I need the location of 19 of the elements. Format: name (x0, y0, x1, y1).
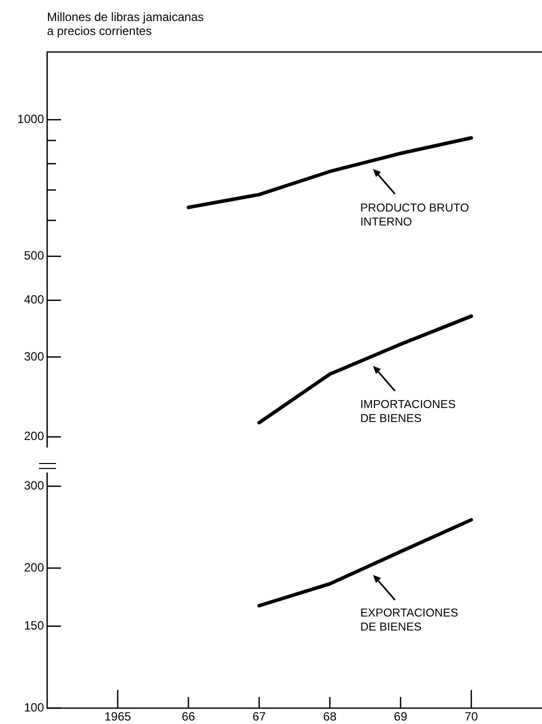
legend-label: PRODUCTO BRUTO INTERNO (360, 202, 470, 228)
legend-label: EXPORTACIONES DE BIENES (360, 608, 459, 634)
y-tick-label: 300 (24, 478, 44, 493)
x-tick-label: 1965 (104, 710, 132, 724)
y-tick-label: 100 (24, 700, 44, 714)
y-tick-label: 500 (24, 248, 44, 263)
x-tick-label: 69 (394, 710, 408, 724)
y-axis-title: Millones de libras jamaicanas a precios corrientes (47, 10, 204, 38)
x-tick-label: 67 (252, 710, 266, 724)
y-tick-label: 400 (24, 292, 44, 307)
x-tick-label: 68 (323, 710, 337, 724)
y-tick-label: 150 (24, 618, 44, 632)
y-tick-label: 200 (24, 560, 44, 574)
x-tick-label: 70 (464, 710, 478, 724)
legend-label: IMPORTACIONES DE BIENES (360, 399, 456, 426)
x-tick-label: 66 (182, 710, 196, 724)
y-tick-label: 200 (24, 429, 44, 444)
y-tick-label: 1000 (17, 112, 44, 126)
y-tick-label: 300 (24, 349, 44, 364)
